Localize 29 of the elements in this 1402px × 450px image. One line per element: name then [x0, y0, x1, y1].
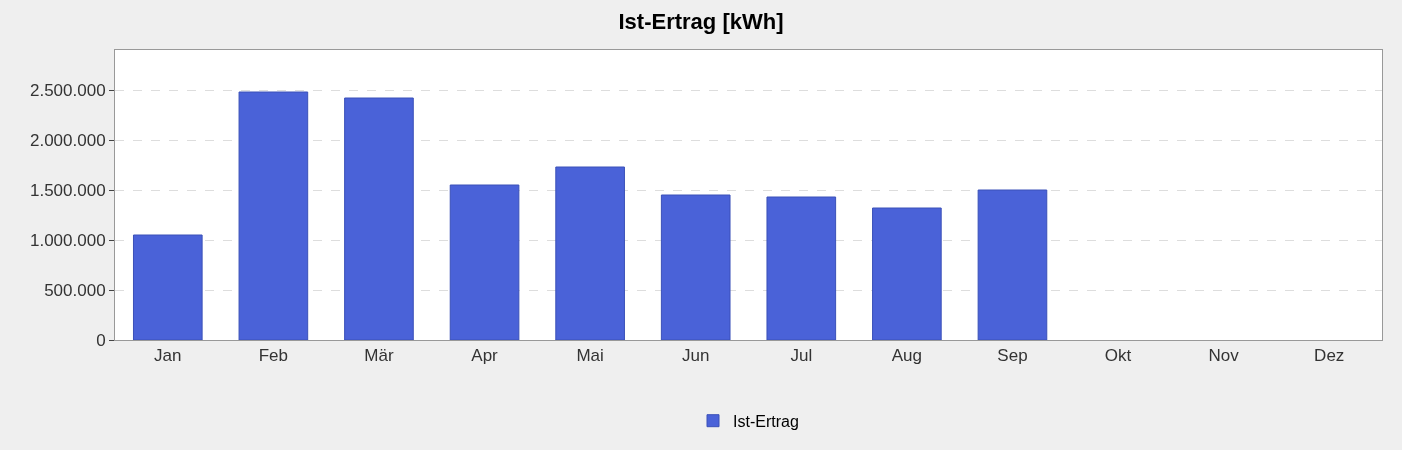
x-tick-label: Okt	[1104, 346, 1132, 366]
y-tick-label: 2.000.000	[29, 130, 106, 150]
x-tick-label: Jul	[790, 346, 813, 366]
legend-label: Ist-Ertrag	[733, 412, 799, 430]
x-tick-label: Dez	[1314, 346, 1345, 366]
x-tick-label: Apr	[471, 346, 499, 366]
x-tick-label: Nov	[1208, 346, 1240, 366]
bar	[449, 184, 520, 340]
y-tick-label: 1.500.000	[29, 180, 106, 200]
x-tick-label: Mai	[576, 346, 604, 366]
bar	[660, 194, 731, 340]
bar	[766, 196, 837, 340]
x-tick-label: Jan	[154, 346, 182, 366]
bar	[872, 207, 942, 340]
y-tick-label: 500.000	[44, 280, 106, 300]
x-tick-label: Feb	[258, 346, 289, 366]
y-tick-label: 2.500.000	[29, 80, 106, 100]
x-tick-label: Aug	[891, 346, 922, 366]
bar	[238, 91, 309, 340]
chart-title: Ist-Ertrag [kWh]	[618, 8, 784, 34]
bar	[132, 234, 203, 340]
bar	[555, 166, 625, 340]
bar	[977, 189, 1048, 340]
x-tick-label: Sep	[997, 346, 1028, 366]
y-tick-label: 0	[96, 330, 106, 350]
x-tick-label: Jun	[682, 346, 710, 366]
x-tick-label: Mär	[364, 346, 394, 366]
bar	[344, 97, 414, 340]
y-tick-label: 1.000.000	[29, 230, 106, 250]
